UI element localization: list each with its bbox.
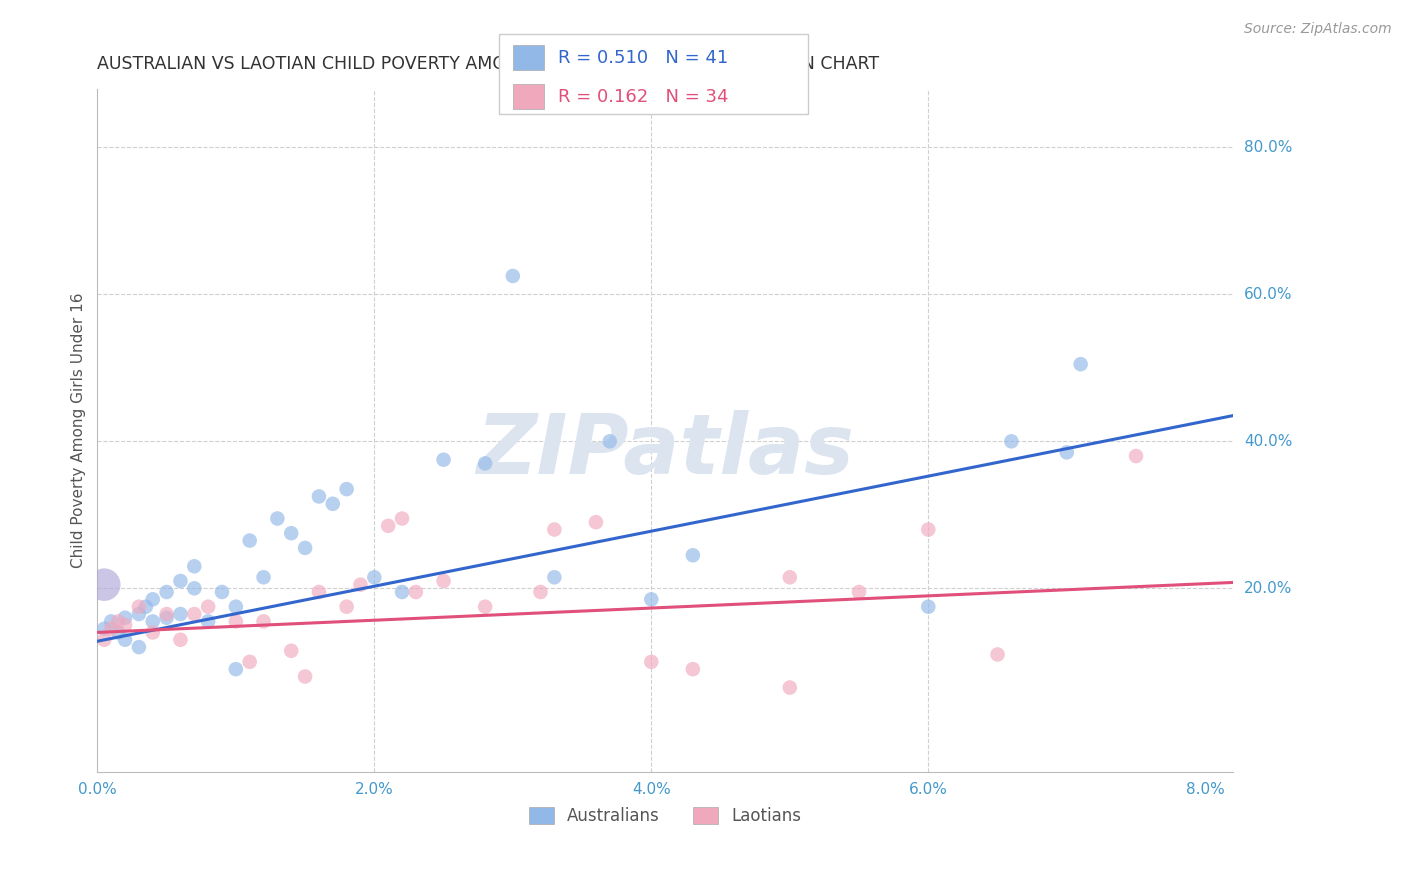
Point [107,625,129,640]
Point [100,622,122,636]
Point [197,615,219,629]
Point [585,515,607,529]
Point [93,622,115,636]
Point [543,570,565,584]
Point [252,615,274,629]
Point [322,497,344,511]
Point [640,592,662,607]
Point [280,526,302,541]
Point [183,582,205,596]
Point [308,490,330,504]
Point [432,574,454,588]
Point [529,585,551,599]
Point [294,669,316,683]
Point [239,533,262,548]
Point [225,615,247,629]
Point [128,607,150,621]
Point [336,482,359,496]
Text: 60.0%: 60.0% [1244,287,1292,301]
Point [682,548,704,562]
Point [266,511,288,525]
Point [474,599,496,614]
Text: Source: ZipAtlas.com: Source: ZipAtlas.com [1244,22,1392,37]
Point [543,523,565,537]
Point [128,640,150,654]
Point [114,611,136,625]
Point [93,577,115,591]
Point [779,681,801,695]
Point [917,523,939,537]
Point [169,607,191,621]
Text: AUSTRALIAN VS LAOTIAN CHILD POVERTY AMONG GIRLS UNDER 16 CORRELATION CHART: AUSTRALIAN VS LAOTIAN CHILD POVERTY AMON… [97,55,880,73]
Point [114,618,136,632]
Point [474,456,496,470]
Point [986,648,1008,662]
Point [225,599,247,614]
Point [100,615,122,629]
Point [252,570,274,584]
Point [169,632,191,647]
Point [1000,434,1022,449]
Point [599,434,621,449]
Point [142,592,165,607]
Text: R = 0.162   N = 34: R = 0.162 N = 34 [558,87,728,105]
Point [211,585,233,599]
Point [142,625,165,640]
Text: R = 0.510   N = 41: R = 0.510 N = 41 [558,49,728,67]
Point [114,632,136,647]
Point [197,599,219,614]
Point [405,585,427,599]
Point [225,662,247,676]
Point [336,599,359,614]
Point [280,644,302,658]
Point [1070,357,1092,371]
Text: 20.0%: 20.0% [1244,581,1292,596]
Point [502,268,524,283]
Point [93,632,115,647]
Point [391,511,413,525]
Point [848,585,870,599]
Point [169,574,191,588]
Legend: Australians, Laotians: Australians, Laotians [522,800,808,832]
Point [1056,445,1078,459]
Point [363,570,385,584]
Point [294,541,316,555]
Point [239,655,262,669]
Text: 80.0%: 80.0% [1244,140,1292,155]
Point [155,611,177,625]
Point [155,607,177,621]
Point [640,655,662,669]
Point [128,599,150,614]
Text: ZIPatlas: ZIPatlas [477,410,853,491]
Point [1125,449,1147,463]
Point [107,615,129,629]
Point [779,570,801,584]
Point [391,585,413,599]
Point [183,559,205,574]
Point [155,585,177,599]
Point [142,615,165,629]
Point [377,519,399,533]
Point [183,607,205,621]
Point [308,585,330,599]
Point [917,599,939,614]
Y-axis label: Child Poverty Among Girls Under 16: Child Poverty Among Girls Under 16 [72,293,86,568]
Text: 40.0%: 40.0% [1244,434,1292,449]
Point [432,452,454,467]
Point [682,662,704,676]
Point [135,599,157,614]
Point [349,577,371,591]
